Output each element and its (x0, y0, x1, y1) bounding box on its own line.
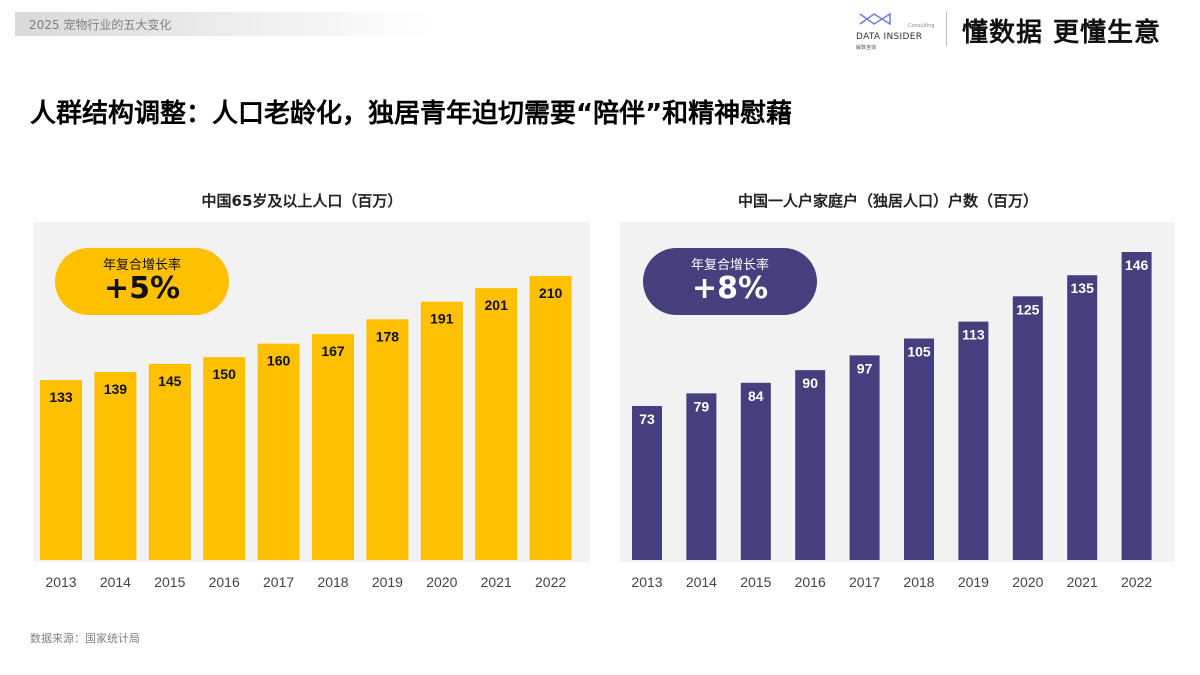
logo-consulting: Consulting (908, 23, 935, 29)
logo-brand: DATA INSIDER (856, 32, 923, 42)
x-tick-label: 2015 (740, 574, 771, 590)
data-label: 160 (267, 353, 291, 369)
data-label: 135 (1071, 280, 1095, 296)
cagr-label: 年复合增长率 (690, 258, 769, 273)
chart-title-right: 中国一人户家庭户（独居人口）户数（百万） (737, 192, 1038, 210)
bar-2014 (686, 393, 717, 560)
chart-title-left: 中国65岁及以上人口（百万） (201, 192, 403, 210)
data-label: 139 (104, 381, 128, 397)
x-tick-label: 2018 (317, 574, 348, 590)
bar-2018 (904, 338, 934, 560)
x-tick-label: 2017 (849, 574, 880, 590)
x-tick-label: 2016 (795, 574, 826, 590)
data-label: 145 (158, 373, 182, 389)
bar-2016 (203, 357, 246, 560)
data-label: 133 (49, 389, 73, 405)
data-label: 146 (1125, 257, 1149, 273)
section-label: 2025 宠物行业的五大变化 (29, 18, 172, 32)
bar-2018 (312, 334, 354, 560)
divider (946, 12, 947, 46)
cagr-badge-right: 年复合增长率 +8% (643, 248, 817, 315)
x-tick-label: 2020 (1012, 574, 1043, 590)
cagr-badge-left: 年复合增长率 +5% (55, 248, 229, 315)
cagr-value: +5% (103, 271, 181, 306)
x-tick-label: 2019 (372, 574, 403, 590)
data-label: 210 (539, 285, 563, 301)
bar-2020 (1012, 296, 1043, 560)
x-tick-label: 2018 (903, 574, 934, 590)
cagr-label: 年复合增长率 (102, 258, 181, 273)
bar-2020 (420, 301, 463, 560)
bar-2019 (958, 321, 989, 560)
data-label: 167 (321, 343, 345, 359)
x-tick-label: 2013 (631, 574, 662, 590)
data-label: 79 (694, 398, 710, 414)
data-label: 73 (639, 411, 655, 427)
bar-2017 (257, 343, 300, 560)
bar-2021 (1067, 275, 1098, 560)
data-label: 113 (962, 327, 985, 343)
bar-2013 (40, 380, 82, 560)
slogan: 懂数据 更懂生意 (962, 18, 1162, 48)
bar-2022 (1121, 252, 1152, 560)
bar-2015 (740, 382, 771, 560)
data-label: 97 (857, 360, 873, 376)
x-tick-label: 2014 (686, 574, 717, 590)
data-label: 125 (1016, 301, 1040, 317)
x-tick-label: 2015 (154, 574, 185, 590)
logo-sub: 解数咨询 (856, 45, 877, 51)
data-label: 84 (748, 388, 764, 404)
data-label: 191 (430, 311, 454, 327)
bar-2016 (795, 370, 826, 560)
bar-2014 (94, 372, 137, 560)
bar-2021 (475, 288, 518, 560)
x-tick-label: 2013 (45, 574, 76, 590)
x-tick-label: 2021 (1067, 574, 1098, 590)
data-source: 数据来源：国家统计局 (30, 632, 140, 645)
x-tick-label: 2022 (535, 574, 566, 590)
bar-2013 (632, 406, 662, 560)
data-label: 178 (376, 328, 400, 344)
bar-2017 (849, 355, 880, 560)
bar-2015 (148, 363, 191, 560)
logo-ribbon-icon (859, 12, 891, 26)
x-tick-label: 2017 (263, 574, 294, 590)
x-tick-label: 2021 (481, 574, 512, 590)
data-label: 201 (485, 297, 509, 313)
x-tick-label: 2022 (1121, 574, 1152, 590)
x-tick-label: 2019 (958, 574, 989, 590)
bar-2022 (529, 276, 572, 560)
bar-2019 (366, 319, 409, 560)
page-title: 人群结构调整：人口老龄化，独居青年迫切需要“陪伴”和精神慰藉 (30, 99, 793, 129)
x-tick-label: 2014 (100, 574, 131, 590)
data-insider-logo: Consulting DATA INSIDER 解数咨询 (856, 10, 936, 51)
data-label: 90 (802, 375, 818, 391)
data-label: 150 (213, 366, 237, 382)
x-tick-label: 2020 (426, 574, 457, 590)
x-tick-label: 2016 (209, 574, 240, 590)
data-label: 105 (907, 343, 931, 359)
section-header: 2025 宠物行业的五大变化 (15, 12, 435, 36)
cagr-value: +8% (691, 271, 769, 306)
